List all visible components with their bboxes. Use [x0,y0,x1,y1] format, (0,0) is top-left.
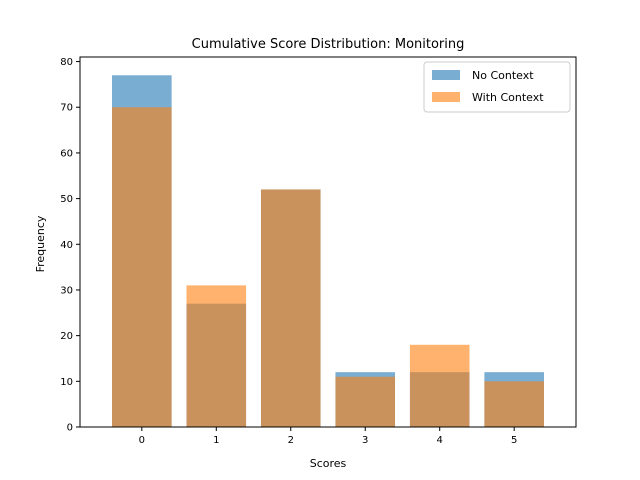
legend-swatch-with-context [432,92,460,102]
legend-label-no-context: No Context [472,69,534,82]
x-tick-label: 3 [362,435,368,446]
y-tick-label: 20 [60,331,73,342]
y-axis-label: Frequency [34,215,47,272]
y-tick-label: 10 [60,377,73,388]
y-tick-label: 0 [67,423,73,434]
y-tick-label: 40 [60,240,73,251]
x-tick-label: 0 [139,435,145,446]
y-tick-label: 30 [60,285,73,296]
chart-title: Cumulative Score Distribution: Monitorin… [192,37,465,52]
bar-with-context-2 [260,189,321,427]
x-tick-label: 2 [288,435,294,446]
bar-with-context-3 [335,376,396,427]
legend-box [423,61,571,113]
x-axis-label: Scores [310,457,347,470]
bar-with-context-5 [484,381,544,427]
y-tick-label: 60 [60,148,73,159]
bar-with-context-4 [409,344,470,427]
y-tick-label: 80 [60,57,73,68]
y-tick-label: 70 [60,103,73,114]
x-tick-label: 4 [437,435,443,446]
y-tick-label: 50 [60,194,73,205]
legend: No Context With Context [423,61,571,113]
legend-label-with-context: With Context [472,91,544,104]
x-tick-label: 5 [511,435,517,446]
axes-frame [79,56,577,428]
bar-with-context-1 [186,285,247,427]
x-tick-label: 1 [213,435,219,446]
bar-with-context-0 [112,107,172,427]
legend-swatch-no-context [432,70,460,80]
